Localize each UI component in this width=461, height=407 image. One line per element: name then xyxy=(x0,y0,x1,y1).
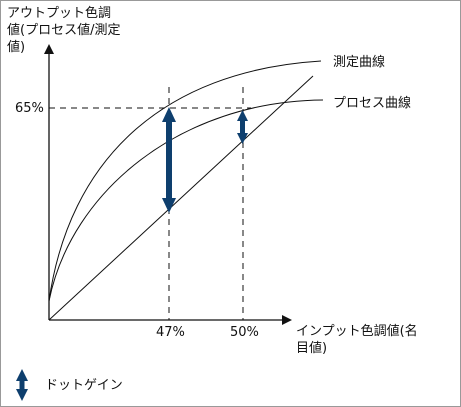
dot-gain-legend-icon xyxy=(16,369,28,401)
process-curve xyxy=(48,99,324,302)
x-axis-label-line2: 目値) xyxy=(296,340,327,356)
y-axis-label-line1: アウトプット色調 xyxy=(7,5,111,21)
dot-gain-legend-label: ドットゲイン xyxy=(45,378,123,393)
linear-reference-line xyxy=(48,75,314,321)
y-axis-label-line2: 値(プロセス値/測定 xyxy=(7,22,120,38)
x-tick-50: 50% xyxy=(230,325,259,340)
dot-gain-arrow-50 xyxy=(237,110,248,144)
y-axis-label-line3: 値) xyxy=(7,39,25,55)
x-axis-label-line1: インプット色調値(名 xyxy=(296,323,418,339)
x-tick-47: 47% xyxy=(156,325,185,340)
y-tick-65: 65% xyxy=(15,101,44,116)
dot-gain-arrow-47 xyxy=(162,107,176,213)
measured-curve xyxy=(48,60,322,302)
process-curve-label: プロセス曲線 xyxy=(333,95,411,111)
measured-curve-label: 測定曲線 xyxy=(333,54,385,70)
